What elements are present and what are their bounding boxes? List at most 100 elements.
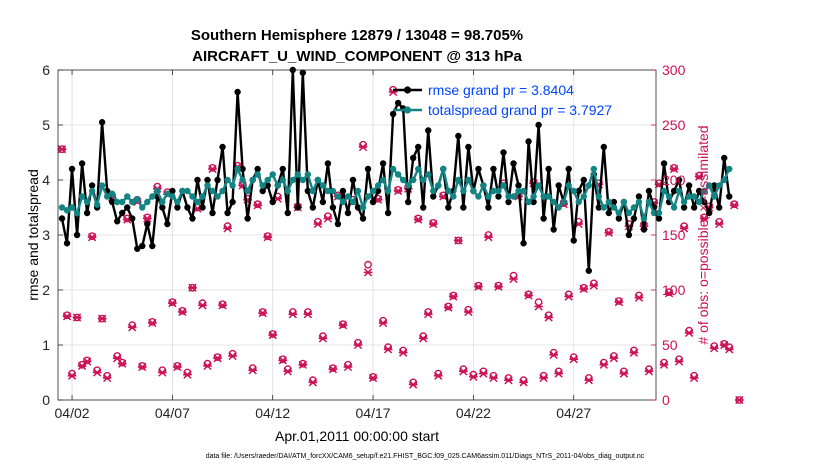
rmse-series-point [520, 240, 527, 247]
obs-assimilated-point [368, 373, 378, 383]
rmse-series-point [525, 138, 532, 145]
chart-title: Southern Hemisphere 12879 / 13048 = 98.7… [191, 27, 523, 44]
obs-assimilated-point [72, 313, 82, 322]
obs-assimilated-point [87, 233, 97, 242]
totalspread-series-point [389, 165, 397, 173]
y-tick-label: 4 [42, 172, 50, 188]
totalspread-series-point [620, 198, 628, 206]
totalspread-series-point [420, 176, 427, 184]
rmse-series-point [675, 176, 683, 184]
obs-assimilated-point [734, 395, 744, 405]
chart-subtitle: AIRCRAFT_U_WIND_COMPONENT @ 313 hPa [192, 48, 522, 65]
rmse-series-point [660, 160, 668, 167]
obs-assimilated-point [308, 378, 318, 387]
rmse-series-point [695, 187, 703, 195]
totalspread-series-point [179, 187, 186, 195]
totalspread-series-point [184, 187, 191, 195]
totalspread-series-point [490, 187, 497, 195]
y-tick-label: 1 [42, 337, 50, 353]
rmse-series-point [530, 198, 537, 206]
obs-assimilated-point [208, 164, 217, 174]
totalspread-series-point [465, 176, 472, 184]
obs-possible-point [278, 355, 287, 364]
totalspread-series-point [635, 198, 643, 206]
x-tick-label: 04/02 [55, 405, 90, 421]
totalspread-series-point [660, 187, 668, 195]
obs-assimilated-point [127, 323, 137, 332]
totalspread-series-point [379, 176, 387, 184]
rmse-series-point [324, 160, 332, 167]
y2-tick-label: 100 [662, 282, 686, 298]
rmse-series-point [575, 187, 582, 195]
totalspread-series-point [705, 182, 713, 189]
obs-possible-point [614, 297, 623, 305]
totalspread-series-point [319, 182, 327, 189]
rmse-series-point [409, 154, 417, 162]
obs-possible-point [329, 364, 337, 372]
obs-possible-point [414, 214, 423, 223]
obs-assimilated-point [504, 376, 513, 385]
totalspread-series-point [675, 187, 683, 195]
rmse-series-point [404, 198, 412, 206]
rmse-series-point [500, 149, 507, 156]
obs-assimilated-point [469, 372, 478, 382]
rmse-series-point [555, 182, 562, 189]
obs-assimilated-point [423, 310, 433, 319]
totalspread-series-point [339, 198, 347, 206]
rmse-series-point [279, 165, 286, 173]
rmse-series-point [108, 198, 116, 206]
totalspread-series-point [249, 176, 256, 184]
obs-assimilated-point [62, 312, 72, 321]
totalspread-series-point [174, 198, 181, 206]
rmse-series-point [379, 160, 387, 167]
totalspread-series-point [229, 182, 236, 189]
obs-possible-point [524, 290, 533, 299]
rmse-series-point [204, 176, 211, 184]
totalspread-series-point [194, 198, 201, 206]
rmse-series-point [445, 204, 452, 211]
obs-assimilated-point [268, 330, 278, 340]
obs-possible-point [369, 372, 377, 381]
totalspread-series-point [404, 182, 412, 189]
totalspread-series-point [134, 196, 141, 203]
totalspread-series-point [605, 198, 613, 206]
obs-possible-point [83, 356, 91, 365]
totalspread-series-point [269, 171, 276, 178]
rmse-series-point [113, 218, 121, 225]
obs-assimilated-point [173, 362, 182, 372]
obs-possible-point [118, 358, 127, 367]
obs-assimilated-point [92, 368, 102, 377]
rmse-series-point [580, 176, 587, 184]
totalspread-series-point [710, 193, 718, 200]
obs-assimilated-point [258, 308, 268, 318]
totalspread-series-point [460, 187, 467, 195]
rmse-series-point [364, 165, 372, 173]
obs-possible-point [429, 218, 438, 227]
obs-assimilated-point [288, 310, 298, 319]
rmse-series-point [550, 226, 557, 233]
totalspread-series-point [440, 165, 447, 173]
obs-assimilated-point [614, 297, 624, 307]
totalspread-series-point [665, 193, 673, 200]
rmse-series-point [349, 176, 357, 184]
rmse-series-point [329, 204, 337, 211]
obs-possible-point [444, 302, 453, 311]
totalspread-series-point [585, 182, 592, 189]
totalspread-series-point [113, 198, 121, 206]
rmse-series-point [98, 119, 106, 126]
obs-possible-point [298, 359, 307, 368]
obs-assimilated-point [343, 362, 353, 372]
y-tick-label: 0 [42, 392, 50, 408]
obs-possible-point [670, 163, 678, 172]
rmse-series-point [284, 209, 291, 217]
obs-assimilated-point [318, 334, 328, 343]
rmse-series-point [334, 220, 342, 228]
rmse-series-point [716, 204, 723, 211]
obs-assimilated-point [358, 142, 368, 152]
obs-possible-point [730, 200, 739, 209]
obs-assimilated-point [57, 145, 67, 154]
rmse-series-point [269, 198, 276, 206]
totalspread-series-point [279, 176, 286, 184]
obs-assimilated-point [539, 373, 548, 383]
rmse-series-point [585, 267, 592, 274]
